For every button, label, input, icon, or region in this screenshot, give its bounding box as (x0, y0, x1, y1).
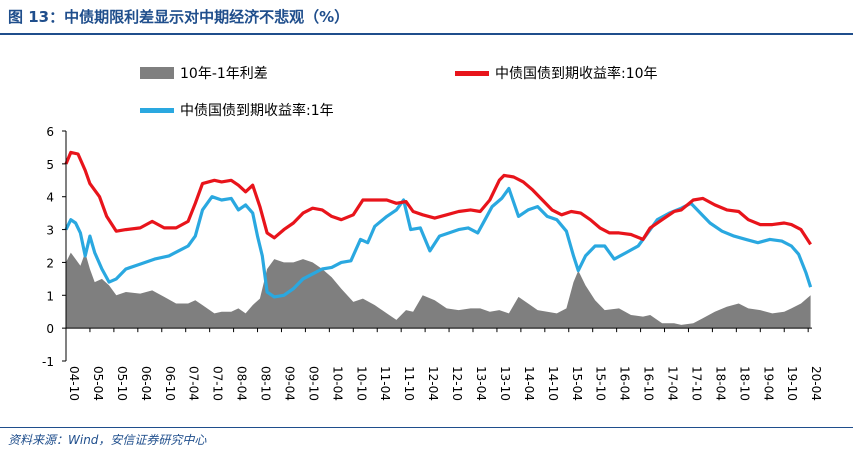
legend-label-1y: 中债国债到期收益率:1年 (180, 103, 334, 119)
x-tick-label: 16-04 (618, 366, 632, 401)
x-tick-label: 19-04 (761, 366, 775, 401)
y-tick-label: 1 (46, 289, 54, 303)
x-tick-label: 05-10 (115, 366, 129, 401)
series-line-10y (64, 150, 812, 246)
y-tick-label: 6 (46, 125, 54, 139)
x-tick-label: 15-04 (570, 366, 584, 401)
x-tick-label: 16-10 (642, 366, 656, 401)
legend-item-10y: 中债国债到期收益率:10年 (455, 63, 658, 83)
x-tick-label: 05-04 (91, 366, 105, 401)
x-tick-label: 10-04 (330, 366, 344, 401)
footer-divider (0, 427, 853, 428)
x-tick-label: 14-10 (546, 366, 560, 401)
chart-title: 图 13：中债期限利差显示对中期经济不悲观（%） (8, 8, 350, 26)
y-tick-label: 0 (46, 322, 54, 336)
x-tick-label: 09-10 (306, 366, 320, 401)
x-tick-label: 13-10 (498, 366, 512, 401)
y-tick-label: -1 (42, 355, 54, 369)
x-tick-label: 20-04 (809, 366, 823, 401)
x-tick-label: 12-10 (450, 366, 464, 401)
x-tick-label: 18-10 (737, 366, 751, 401)
legend-item-1y: 中债国债到期收益率:1年 (140, 100, 334, 120)
x-tick-label: 15-10 (594, 366, 608, 401)
x-tick-label: 12-04 (426, 366, 440, 401)
spread-area (66, 252, 811, 329)
x-tick-label: 08-10 (259, 366, 273, 401)
x-tick-label: 11-04 (378, 366, 392, 401)
x-tick-label: 11-10 (402, 366, 416, 401)
y-tick-label: 4 (46, 191, 54, 205)
x-tick-label: 04-10 (67, 366, 81, 401)
source-note: 资料来源：Wind，安信证券研究中心 (8, 433, 207, 447)
legend-swatch-1y (140, 107, 174, 113)
legend-swatch-spread (140, 67, 174, 79)
x-tick-label: 06-10 (163, 366, 177, 401)
legend-label-spread: 10年-1年利差 (180, 66, 268, 82)
x-tick-label: 08-04 (235, 366, 249, 401)
y-tick-label: 3 (46, 224, 54, 238)
legend-item-spread: 10年-1年利差 (140, 63, 268, 83)
series-line-1y (64, 186, 813, 299)
x-tick-label: 09-04 (282, 366, 296, 401)
title-divider (0, 33, 853, 35)
x-tick-label: 07-10 (211, 366, 225, 401)
y-tick-label: 2 (46, 256, 54, 270)
legend-swatch-10y (455, 70, 489, 76)
x-tick-label: 17-04 (666, 366, 680, 401)
x-tick-label: 14-04 (522, 366, 536, 401)
x-tick-label: 07-04 (187, 366, 201, 401)
y-tick-label: 5 (46, 158, 54, 172)
x-tick-label: 18-04 (713, 366, 727, 401)
x-tick-label: 13-04 (474, 366, 488, 401)
x-tick-label: 19-10 (785, 366, 799, 401)
x-tick-label: 17-10 (689, 366, 703, 401)
x-tick-label: 10-10 (354, 366, 368, 401)
legend-label-10y: 中债国债到期收益率:10年 (495, 66, 658, 82)
x-tick-label: 06-04 (139, 366, 153, 401)
